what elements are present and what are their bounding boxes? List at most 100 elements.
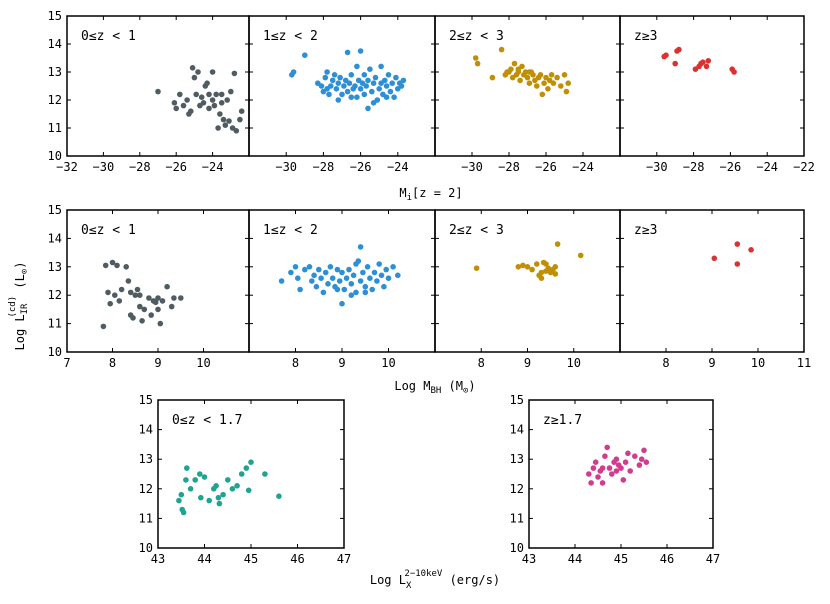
data-point	[711, 255, 718, 262]
data-point	[627, 468, 633, 474]
x-tick-label: 8	[662, 356, 669, 370]
data-point	[152, 299, 159, 306]
data-point	[357, 244, 364, 250]
data-point	[346, 80, 353, 86]
y-tick-label: 15	[510, 393, 524, 407]
data-point	[561, 72, 568, 78]
x-tick-label: −22	[793, 160, 815, 174]
data-point	[329, 77, 336, 84]
data-point	[238, 471, 245, 477]
y-tick-label: 12	[48, 93, 62, 107]
data-point	[295, 275, 301, 282]
y-tick-label: 13	[48, 65, 62, 79]
data-point	[184, 97, 190, 103]
data-point	[641, 447, 647, 454]
x-tick-label: 7	[63, 356, 70, 370]
data-point	[545, 265, 552, 272]
row3-xlabel-sup: 2−10keV	[404, 569, 443, 579]
data-point	[139, 318, 145, 324]
panel-r3p2: 43 44 45 46 47 10 11 12 13 14 15 z≥1.7	[510, 393, 721, 566]
data-point	[213, 91, 219, 98]
data-point	[383, 94, 390, 100]
panel-label: z≥3	[634, 29, 657, 44]
y-tick-label: 15	[48, 203, 62, 217]
data-point	[588, 480, 594, 486]
data-point	[473, 265, 480, 272]
data-point	[620, 477, 627, 483]
data-point	[586, 471, 592, 477]
y-tick-label: 13	[139, 452, 153, 466]
data-point	[360, 269, 366, 276]
data-point	[604, 444, 610, 451]
data-point	[229, 486, 236, 492]
y-tick-label: 12	[139, 482, 153, 496]
data-point	[276, 493, 282, 500]
data-point	[178, 295, 184, 301]
data-point	[324, 86, 330, 92]
data-point	[333, 86, 340, 92]
data-point	[371, 269, 378, 276]
row3-xlabel-sub: X	[406, 581, 412, 591]
x-tick-label: −28	[683, 160, 705, 174]
data-point	[218, 100, 225, 106]
data-point	[127, 289, 134, 296]
data-point	[731, 69, 737, 75]
data-point	[336, 278, 343, 284]
data-point	[613, 468, 620, 474]
data-point	[155, 295, 161, 301]
data-point	[211, 102, 218, 109]
data-point	[370, 100, 377, 106]
y-tick-label: 14	[139, 423, 153, 437]
data-point	[157, 320, 164, 327]
data-point	[526, 69, 533, 75]
data-point	[215, 494, 222, 501]
data-point	[325, 281, 331, 287]
data-point	[326, 91, 332, 98]
data-point	[107, 300, 113, 307]
row2-xlabel: Log MBH (M⊙)	[394, 379, 475, 396]
panel-r2p1: 7 8 9 10 10 11 12 13 14 15 0≤z < 1	[48, 203, 250, 370]
panel-frame	[619, 209, 805, 353]
data-point	[137, 303, 143, 310]
data-point	[357, 86, 364, 92]
data-point	[322, 269, 329, 276]
data-point	[734, 261, 741, 267]
data-point	[334, 266, 341, 273]
data-point	[361, 72, 368, 78]
x-tick-label: 47	[337, 552, 351, 566]
data-point	[552, 271, 559, 277]
x-tick-label: −24	[202, 160, 224, 174]
data-point	[193, 91, 199, 98]
data-point	[173, 105, 179, 112]
data-point	[178, 491, 185, 498]
data-point	[353, 261, 359, 267]
x-tick-label: 9	[338, 356, 345, 370]
x-tick-label: −30	[93, 160, 115, 174]
panel-label: 0≤z < 1.7	[172, 413, 242, 428]
y-tick-label: 13	[48, 260, 62, 274]
data-point	[550, 80, 557, 86]
data-point	[123, 264, 129, 270]
data-point	[638, 456, 645, 463]
data-point	[703, 63, 710, 70]
data-point	[734, 241, 741, 247]
data-point	[155, 88, 161, 95]
data-point	[309, 278, 315, 284]
data-point	[197, 471, 203, 477]
x-tick-label: −24	[572, 160, 594, 174]
data-point	[344, 49, 351, 56]
data-point	[327, 264, 334, 270]
data-point	[365, 77, 371, 84]
x-tick-label: 45	[614, 552, 628, 566]
data-point	[200, 100, 207, 106]
data-point	[357, 48, 364, 54]
x-tick-label: 46	[290, 552, 304, 566]
data-point	[370, 80, 377, 86]
data-point	[663, 52, 669, 58]
panel-frame	[619, 15, 805, 157]
panel-label: 2≤z < 3	[449, 29, 504, 44]
data-point	[180, 509, 187, 516]
x-tick-label: −30	[646, 160, 668, 174]
row2-xlabel-sub: BH	[430, 386, 441, 396]
data-point	[541, 80, 547, 86]
